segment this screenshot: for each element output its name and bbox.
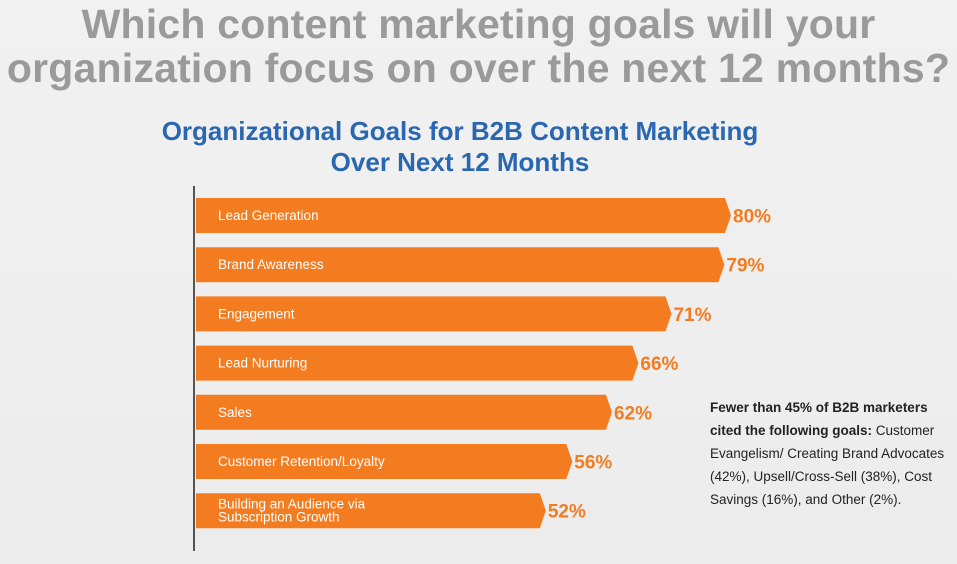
- value-label: 56%: [574, 453, 612, 474]
- bar: [196, 493, 546, 529]
- headline: Which content marketing goals will your …: [0, 2, 957, 90]
- category-label: Sales: [218, 405, 252, 420]
- headline-line-1: Which content marketing goals will your: [81, 1, 876, 47]
- bar-group: Sales 62%: [196, 394, 652, 430]
- bar-group: Lead Generation 80%: [196, 198, 771, 233]
- bar: [196, 247, 725, 283]
- bar-group: Lead Nurturing 66%: [196, 345, 679, 381]
- value-label: 71%: [673, 305, 711, 326]
- category-label: Engagement: [218, 306, 295, 321]
- bar: [196, 394, 612, 430]
- chart-title: Organizational Goals for B2B Content Mar…: [60, 116, 860, 178]
- footnote-text: Customer Evangelism/ Creating Brand Advo…: [710, 423, 945, 507]
- bar: [196, 444, 573, 479]
- bar: [196, 296, 672, 332]
- footnote-bold: Fewer than 45% of B2B marketers cited th…: [710, 400, 928, 438]
- value-label: 62%: [614, 403, 652, 424]
- bar-group: Brand Awareness 79%: [196, 247, 765, 283]
- bar-group: Engagement 71%: [196, 296, 712, 332]
- value-label: 80%: [733, 207, 771, 228]
- value-label: 66%: [640, 354, 678, 375]
- category-label: Customer Retention/Loyalty: [218, 454, 385, 469]
- value-label: 79%: [726, 256, 764, 277]
- category-label: Subscription Growth: [218, 510, 340, 525]
- bar: [196, 345, 639, 381]
- category-label: Building an Audience via: [218, 497, 366, 512]
- chart-title-line-1: Organizational Goals for B2B Content Mar…: [161, 116, 759, 146]
- category-label: Brand Awareness: [218, 257, 324, 272]
- footnote: Fewer than 45% of B2B marketers cited th…: [710, 396, 950, 511]
- category-label: Lead Generation: [218, 208, 319, 223]
- category-label: Lead Nurturing: [218, 356, 307, 371]
- value-label: 52%: [548, 502, 586, 523]
- bar: [196, 198, 731, 233]
- bar-group: Customer Retention/Loyalty 56%: [196, 444, 612, 479]
- chart-title-line-2: Over Next 12 Months: [330, 147, 590, 177]
- headline-line-2: organization focus on over the next 12 m…: [6, 45, 951, 91]
